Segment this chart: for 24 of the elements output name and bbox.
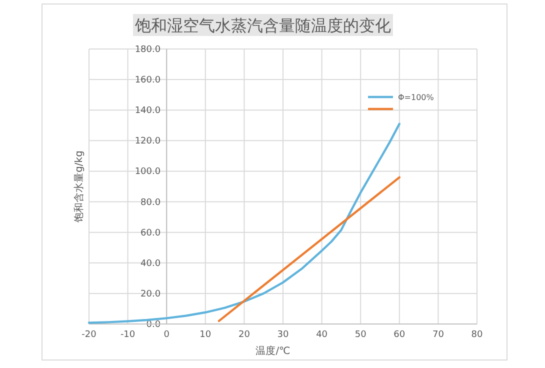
x-tick-label: 70: [432, 330, 444, 340]
y-tick-label: 160.0: [134, 76, 161, 86]
y-tick-label: 60.0: [140, 228, 161, 238]
x-tick-label: 60: [394, 330, 406, 340]
x-tick-label: -20: [82, 330, 97, 340]
y-axis-title: 饱和含水量g/kg: [73, 150, 85, 224]
y-tick-label: 180.0: [134, 45, 161, 55]
y-tick-label: 20.0: [140, 289, 161, 300]
legend-label: Φ=100%: [398, 93, 434, 102]
y-tick-label: 120.0: [134, 136, 161, 147]
x-tick-label: 30: [277, 330, 289, 340]
y-tick-label: 100.0: [134, 167, 161, 178]
x-tick-label: 10: [200, 330, 212, 340]
x-axis-title: 温度/℃: [256, 345, 290, 357]
x-tick-label: 50: [354, 330, 367, 340]
x-tick-label: -10: [120, 330, 136, 340]
x-tick-label: 40: [316, 330, 328, 340]
y-tick-label: 80.0: [140, 198, 161, 208]
chart-title: 饱和湿空气水蒸汽含量随温度的变化: [134, 16, 391, 35]
y-tick-label: 140.0: [134, 106, 161, 116]
y-tick-label: 40.0: [140, 258, 161, 269]
x-tick-label: 20: [238, 330, 250, 340]
x-tick-label: 80: [471, 330, 483, 340]
x-tick-label: 0: [164, 330, 170, 340]
